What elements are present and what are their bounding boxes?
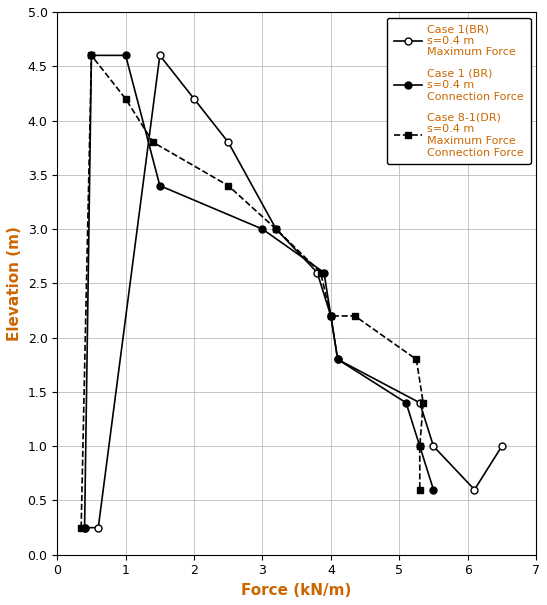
Legend: Case 1(BR)
s=0.4 m
Maximum Force, Case 1 (BR)
s=0.4 m
Connection Force, Case 8-1: Case 1(BR) s=0.4 m Maximum Force, Case 1… <box>387 18 531 164</box>
Y-axis label: Elevation (m): Elevation (m) <box>7 226 22 341</box>
X-axis label: Force (kN/m): Force (kN/m) <box>241 583 352 598</box>
